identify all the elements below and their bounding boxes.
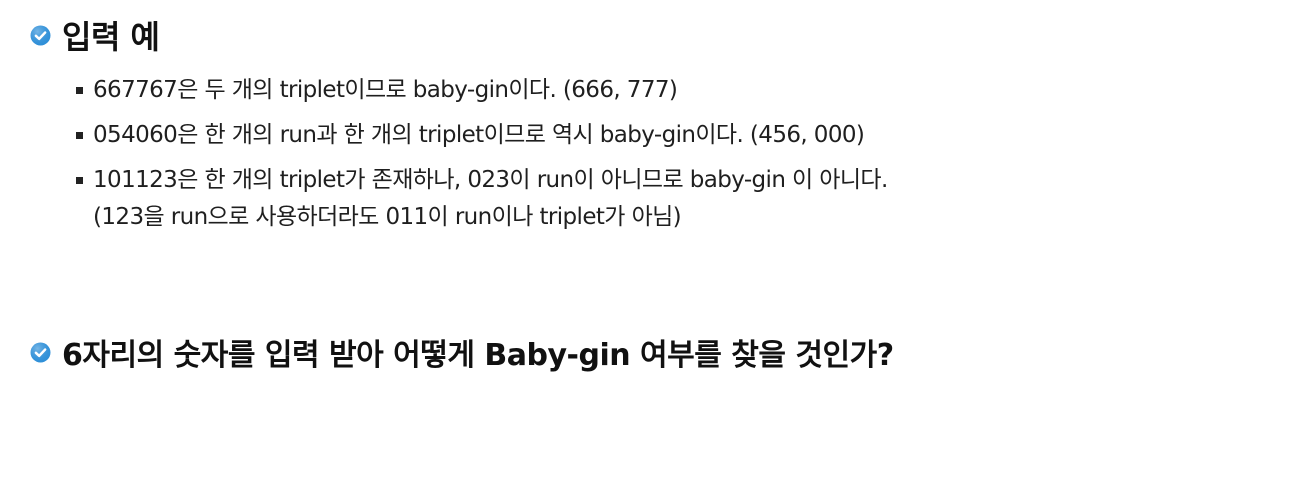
check-circle-icon (30, 25, 51, 45)
square-bullet-icon (76, 177, 83, 184)
square-bullet-icon (76, 132, 83, 139)
list-item-text: 667767은 두 개의 triplet이므로 baby-gin이다. (666… (93, 77, 678, 103)
section-heading-input-example: 입력 예 (30, 12, 160, 58)
list-item: 667767은 두 개의 triplet이므로 baby-gin이다. (666… (76, 72, 888, 109)
section-heading-question: 6자리의 숫자를 입력 받아 어떻게 Baby-gin 여부를 찾을 것인가? (30, 330, 894, 374)
list-item-text-continuation: (123을 run으로 사용하더라도 011이 run이나 triplet가 아… (93, 204, 682, 230)
square-bullet-icon (76, 87, 83, 94)
list-item: 101123은 한 개의 triplet가 존재하나, 023이 run이 아니… (76, 162, 888, 236)
check-circle-icon (30, 342, 51, 362)
section-title: 6자리의 숫자를 입력 받아 어떻게 Baby-gin 여부를 찾을 것인가? (62, 338, 894, 373)
list-item-text: 101123은 한 개의 triplet가 존재하나, 023이 run이 아니… (93, 167, 888, 193)
list-item: 054060은 한 개의 run과 한 개의 triplet이므로 역시 bab… (76, 117, 888, 154)
list-item-text: 054060은 한 개의 run과 한 개의 triplet이므로 역시 bab… (93, 122, 865, 148)
section-title: 입력 예 (62, 18, 160, 56)
example-list: 667767은 두 개의 triplet이므로 baby-gin이다. (666… (76, 72, 888, 244)
